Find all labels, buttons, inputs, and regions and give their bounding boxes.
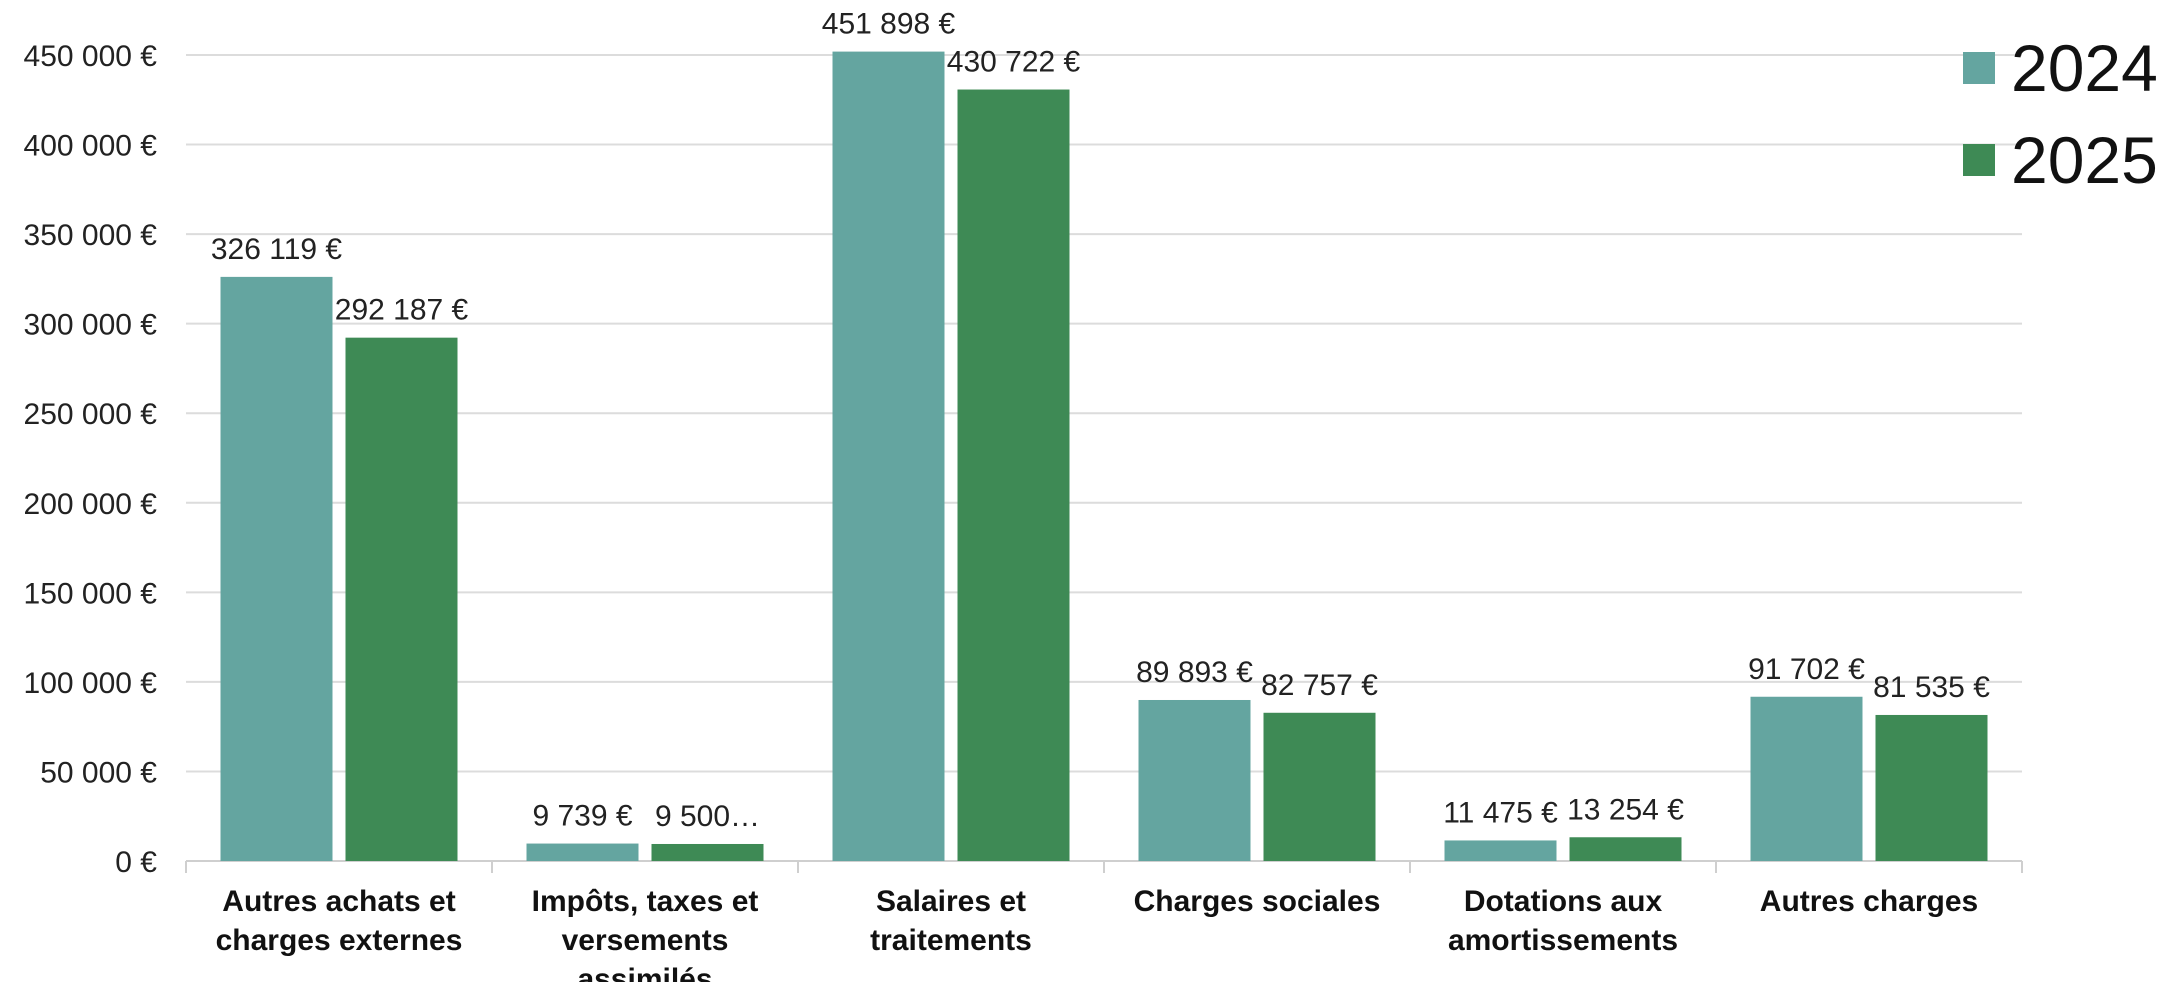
- y-tick-label: 0 €: [115, 846, 157, 879]
- data-label: 292 187 €: [335, 294, 469, 327]
- bar-2025-2: [957, 89, 1070, 861]
- x-category-label-line: Autres achats et: [222, 885, 455, 918]
- x-category-label-line: Salaires et: [876, 885, 1026, 918]
- y-tick-label: 450 000 €: [24, 40, 158, 73]
- x-category-label-line: amortissements: [1448, 924, 1678, 957]
- x-category-label: Impôts, taxes et versements assimilés: [532, 885, 759, 982]
- data-label: 451 898 €: [822, 8, 956, 41]
- y-tick-label: 150 000 €: [24, 577, 158, 610]
- x-category-label: Charges sociales: [1134, 885, 1381, 918]
- bar-2025-0: [345, 337, 458, 861]
- legend-swatch-2024: [1963, 52, 1995, 84]
- data-label: 91 702 €: [1748, 653, 1865, 686]
- y-tick-label: 300 000 €: [24, 309, 158, 342]
- legend-label: 2024: [2011, 31, 2158, 105]
- x-category-label-line: Charges sociales: [1134, 885, 1381, 918]
- y-tick-label: 250 000 €: [24, 398, 158, 431]
- bar-2024-4: [1444, 840, 1557, 861]
- legend-swatch-2025: [1963, 144, 1995, 176]
- data-label: 9 500…: [655, 800, 760, 833]
- x-category-label-line: Dotations aux: [1464, 885, 1663, 918]
- y-tick-label: 50 000 €: [40, 756, 157, 789]
- y-tick-label: 200 000 €: [24, 488, 158, 521]
- y-tick-label: 400 000 €: [24, 130, 158, 163]
- legend-label: 2025: [2011, 123, 2158, 197]
- x-category-label-line: Autres charges: [1760, 885, 1978, 918]
- data-label: 89 893 €: [1136, 656, 1253, 689]
- bar-2024-5: [1750, 696, 1863, 861]
- bar-2025-4: [1569, 837, 1682, 861]
- data-label: 81 535 €: [1873, 671, 1990, 704]
- x-category-label: Dotations aux amortissements: [1448, 885, 1678, 957]
- bar-2025-1: [651, 843, 764, 861]
- x-category-label: Autres achats et charges externes: [216, 885, 463, 957]
- data-label: 13 254 €: [1567, 793, 1684, 826]
- data-label: 82 757 €: [1261, 669, 1378, 702]
- bar-2024-2: [832, 51, 945, 862]
- bar-2024-0: [220, 276, 333, 861]
- x-category-label-line: versements: [562, 924, 729, 957]
- x-category-label-line: Impôts, taxes et: [532, 885, 759, 918]
- bar-2024-1: [526, 843, 639, 861]
- x-category-label: Autres charges: [1760, 885, 1978, 918]
- x-category-label-line: traitements: [870, 924, 1032, 957]
- data-label: 9 739 €: [532, 800, 632, 833]
- data-label: 430 722 €: [947, 46, 1081, 79]
- bar-2025-5: [1875, 714, 1988, 861]
- bar-2025-3: [1263, 712, 1376, 861]
- x-category-label-line: assimilés: [577, 963, 712, 982]
- x-category-label-line: charges externes: [216, 924, 463, 957]
- y-tick-label: 350 000 €: [24, 219, 158, 252]
- data-label: 326 119 €: [211, 233, 343, 266]
- y-tick-label: 100 000 €: [24, 667, 158, 700]
- x-category-label: Salaires et traitements: [870, 885, 1032, 957]
- bar-2024-3: [1138, 699, 1251, 861]
- data-label: 11 475 €: [1443, 796, 1558, 829]
